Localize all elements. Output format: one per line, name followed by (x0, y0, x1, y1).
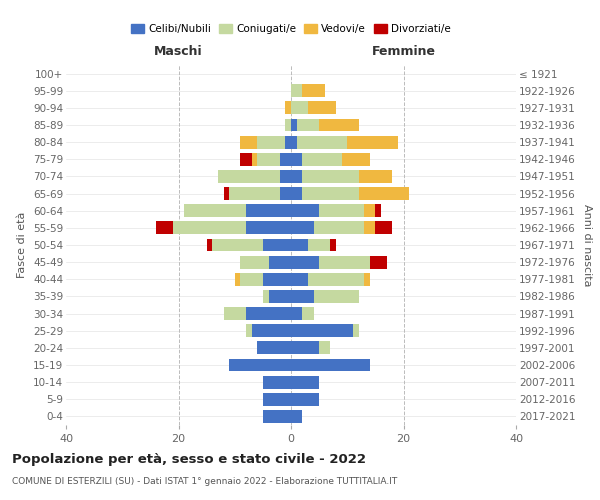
Bar (241, 136, 257, 148)
Bar (291, 290, 314, 303)
Bar (302, 170, 359, 183)
Bar (291, 84, 302, 97)
Bar (364, 204, 376, 217)
Text: Maschi: Maschi (154, 45, 203, 58)
Bar (241, 153, 251, 166)
Bar (223, 307, 246, 320)
Text: Femmine: Femmine (371, 45, 436, 58)
Text: COMUNE DI ESTERZILI (SU) - Dati ISTAT 1° gennaio 2022 - Elaborazione TUTTITALIA.: COMUNE DI ESTERZILI (SU) - Dati ISTAT 1°… (12, 478, 397, 486)
Y-axis label: Anni di nascita: Anni di nascita (582, 204, 592, 286)
Bar (291, 273, 308, 285)
Bar (291, 376, 319, 388)
Bar (347, 136, 398, 148)
Bar (308, 238, 331, 252)
Bar (291, 170, 302, 183)
Bar (246, 324, 251, 337)
Bar (218, 170, 280, 183)
Bar (263, 290, 269, 303)
Bar (263, 376, 291, 388)
Bar (353, 324, 359, 337)
Bar (257, 342, 291, 354)
Bar (286, 102, 291, 114)
Bar (291, 153, 302, 166)
Bar (364, 222, 376, 234)
Bar (291, 102, 308, 114)
Bar (184, 204, 246, 217)
Bar (251, 324, 291, 337)
Bar (341, 153, 370, 166)
Bar (257, 153, 280, 166)
Bar (246, 204, 291, 217)
Bar (296, 136, 347, 148)
Bar (370, 256, 386, 268)
Bar (308, 102, 336, 114)
Y-axis label: Fasce di età: Fasce di età (17, 212, 28, 278)
Bar (302, 307, 314, 320)
Bar (223, 187, 229, 200)
Bar (291, 307, 302, 320)
Bar (291, 238, 308, 252)
Bar (246, 222, 291, 234)
Bar (229, 358, 291, 372)
Bar (308, 273, 364, 285)
Bar (286, 136, 291, 148)
Bar (257, 136, 286, 148)
Bar (291, 222, 314, 234)
Bar (319, 204, 364, 217)
Bar (212, 238, 263, 252)
Bar (263, 238, 291, 252)
Bar (241, 273, 263, 285)
Bar (314, 222, 364, 234)
Bar (291, 342, 319, 354)
Bar (376, 204, 381, 217)
Bar (291, 410, 302, 423)
Bar (206, 238, 212, 252)
Bar (319, 342, 331, 354)
Text: Popolazione per età, sesso e stato civile - 2022: Popolazione per età, sesso e stato civil… (12, 452, 366, 466)
Bar (156, 222, 173, 234)
Bar (302, 153, 341, 166)
Bar (269, 256, 291, 268)
Bar (364, 273, 370, 285)
Bar (302, 84, 325, 97)
Bar (291, 393, 319, 406)
Bar (280, 153, 291, 166)
Bar (269, 290, 291, 303)
Bar (302, 187, 359, 200)
Bar (291, 187, 302, 200)
Bar (319, 118, 359, 132)
Bar (286, 118, 291, 132)
Bar (280, 170, 291, 183)
Bar (263, 273, 291, 285)
Bar (359, 170, 392, 183)
Bar (251, 153, 257, 166)
Bar (291, 324, 353, 337)
Bar (280, 187, 291, 200)
Bar (229, 187, 280, 200)
Bar (291, 358, 370, 372)
Bar (246, 307, 291, 320)
Bar (235, 273, 241, 285)
Legend: Celibi/Nubili, Coniugati/e, Vedovi/e, Divorziati/e: Celibi/Nubili, Coniugati/e, Vedovi/e, Di… (127, 20, 455, 38)
Bar (314, 290, 359, 303)
Bar (376, 222, 392, 234)
Bar (291, 256, 319, 268)
Bar (173, 222, 246, 234)
Bar (331, 238, 336, 252)
Bar (291, 118, 296, 132)
Bar (359, 187, 409, 200)
Bar (263, 393, 291, 406)
Bar (291, 204, 319, 217)
Bar (241, 256, 269, 268)
Bar (319, 256, 370, 268)
Bar (263, 410, 291, 423)
Bar (296, 118, 319, 132)
Bar (291, 136, 296, 148)
